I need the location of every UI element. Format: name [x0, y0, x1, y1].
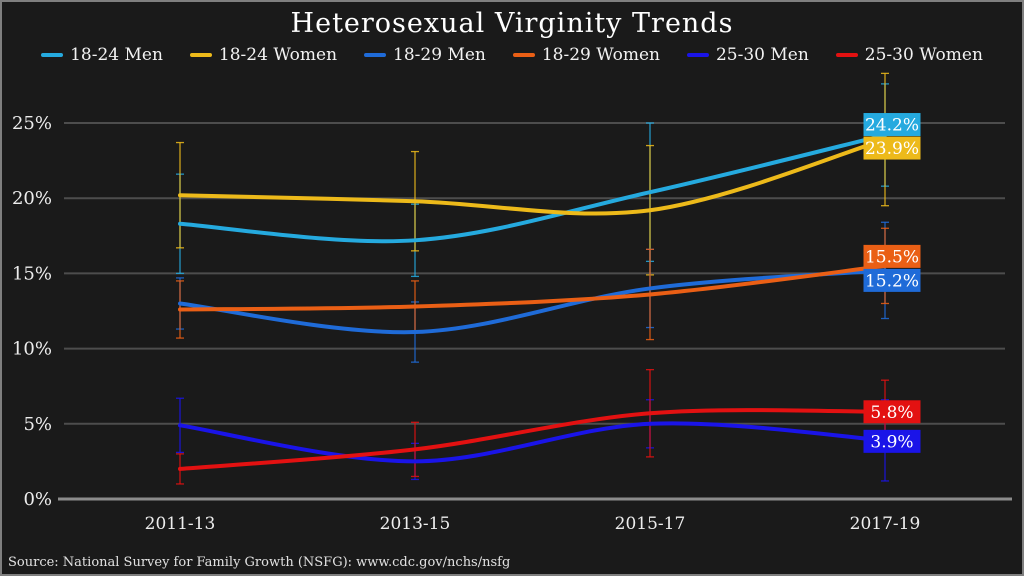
series-line: [178, 263, 887, 312]
y-tick-label: 5%: [23, 414, 52, 435]
end-label-box: [863, 113, 921, 137]
end-label-box: [863, 268, 921, 292]
legend-item-label: 18-24 Women: [218, 45, 338, 65]
y-tick-label: 0%: [23, 489, 52, 510]
series-line: [178, 408, 887, 471]
end-label: 3.9%: [870, 432, 913, 452]
legend-swatch-icon: [686, 53, 709, 57]
legend-item-label: 18-29 Men: [393, 45, 486, 65]
legend-swatch-icon: [41, 53, 64, 57]
legend-item: 18-24 Women: [189, 45, 338, 65]
end-label-box: [863, 244, 921, 268]
legend-swatch-icon: [835, 53, 858, 57]
legend-item: 25-30 Women: [835, 45, 983, 65]
x-tick-label: 2013-15: [380, 514, 451, 534]
y-tick-label: 10%: [12, 339, 52, 360]
source-note: Source: National Survey for Family Growt…: [8, 555, 511, 570]
series-line: [178, 268, 887, 335]
y-tick-label: 25%: [12, 113, 52, 134]
chart-title: Heterosexual Virginity Trends: [290, 8, 734, 39]
legend-item-label: 18-24 Men: [70, 45, 163, 65]
end-label: 15.5%: [865, 247, 919, 267]
x-tick-label: 2017-19: [850, 514, 921, 534]
legend-item: 18-29 Men: [364, 45, 486, 65]
legend: 18-24 Men 18-24 Women 18-29 Men 18-29 Women…: [2, 45, 1022, 65]
legend-item: 25-30 Men: [686, 45, 809, 65]
y-tick-label: 20%: [12, 188, 52, 209]
end-label: 24.2%: [865, 116, 919, 136]
end-label: 23.9%: [865, 139, 919, 159]
legend-swatch-icon: [189, 53, 212, 57]
legend-item: 18-24 Men: [41, 45, 163, 65]
legend-item-label: 25-30 Men: [715, 45, 809, 65]
legend-swatch-icon: [364, 53, 387, 57]
series-line: [178, 133, 887, 244]
legend-swatch-icon: [512, 53, 535, 57]
legend-item-label: 25-30 Women: [864, 45, 983, 65]
end-label: 5.8%: [870, 403, 913, 423]
x-tick-label: 2015-17: [615, 514, 686, 534]
end-label-box: [863, 429, 921, 453]
end-label: 15.2%: [865, 271, 919, 291]
series-line: [178, 421, 887, 464]
y-tick-label: 15%: [12, 263, 52, 284]
end-label-box: [863, 400, 921, 424]
legend-item-label: 18-29 Women: [541, 45, 660, 65]
legend-item: 18-29 Women: [512, 45, 660, 65]
series-line: [178, 137, 887, 216]
end-label-box: [863, 136, 921, 160]
x-tick-label: 2011-13: [145, 514, 216, 534]
